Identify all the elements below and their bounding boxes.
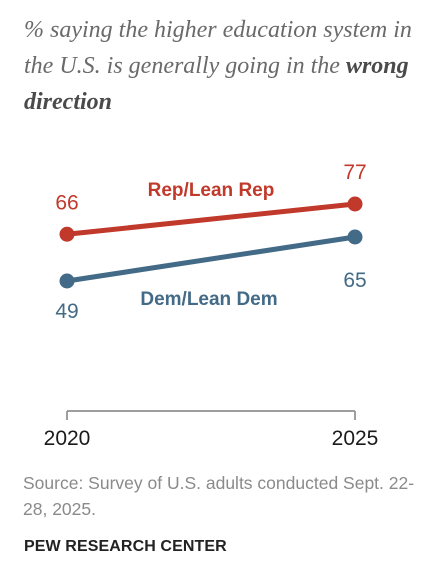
chart-title-text: % saying the higher education system in … [24,17,412,79]
data-label: 49 [55,300,78,323]
x-tick-label: 2025 [332,427,379,450]
chart-title-emphasis: wrong direction [24,53,409,115]
series-line [64,201,358,237]
chart-title: % saying the higher education system in … [24,12,424,120]
data-label: 77 [343,161,366,184]
data-point [59,273,75,289]
series-dem-lean-dem: 49 65 Dem/Lean Dem [55,229,367,323]
x-tick-label: 2020 [44,427,91,450]
data-point [347,229,363,245]
pew-research-center-logo: PEW RESEARCH CENTER [24,538,227,555]
data-point [59,226,75,242]
series-label: Dem/Lean Dem [140,289,277,310]
data-label: 65 [343,269,366,292]
series-line [64,234,358,284]
line-chart: 2020 2025 66 77 Rep/Lean Rep 49 65 Dem/Lean De… [44,161,379,450]
source-note: Source: Survey of U.S. adults conducted … [23,473,415,519]
series-label: Rep/Lean Rep [148,180,275,201]
data-label: 66 [55,191,78,214]
data-point [347,196,363,212]
series-rep-lean-rep: 66 77 Rep/Lean Rep [55,161,367,242]
